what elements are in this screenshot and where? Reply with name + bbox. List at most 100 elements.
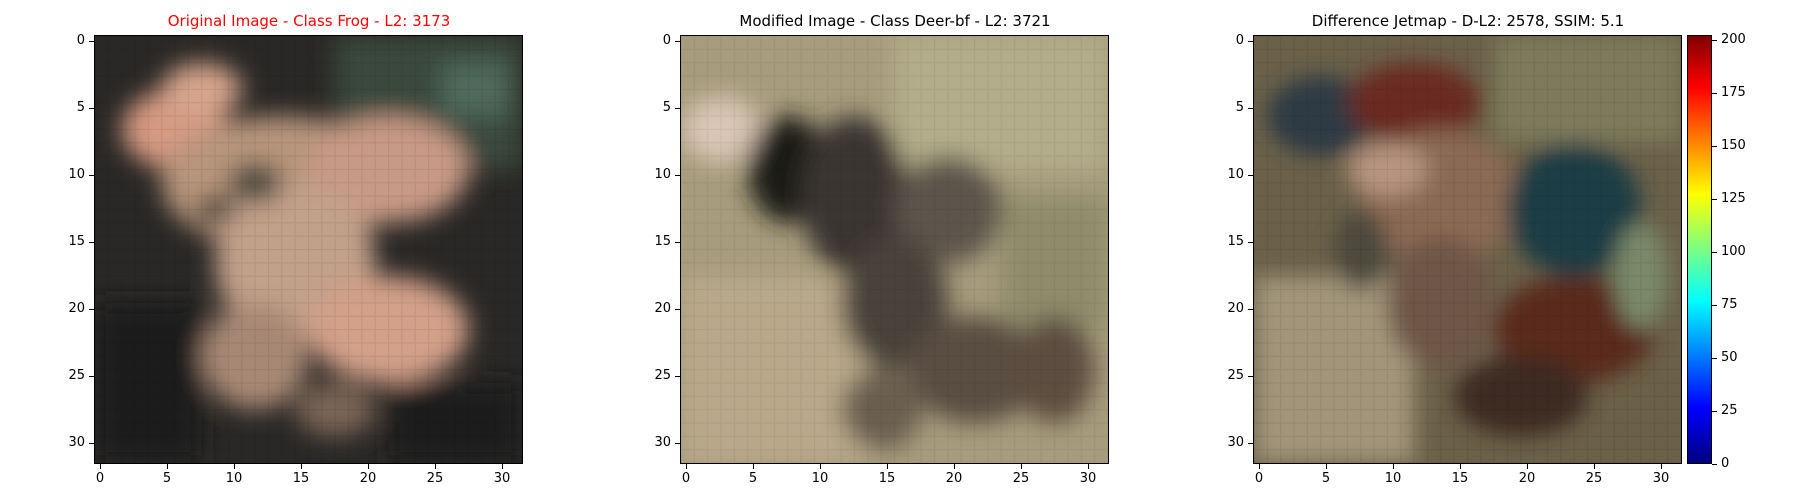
x-tick bbox=[1088, 464, 1089, 469]
colorbar-label: 150 bbox=[1721, 138, 1746, 153]
y-tick-label: 5 bbox=[76, 100, 85, 115]
y-tick bbox=[89, 242, 94, 243]
x-axis: 0 5 10 15 20 25 30 bbox=[680, 464, 1109, 494]
colorbar-label: 50 bbox=[1721, 350, 1738, 365]
y-tick bbox=[89, 108, 94, 109]
colorbar-tick bbox=[1712, 252, 1717, 253]
y-axis: 0 5 10 15 20 25 30 bbox=[64, 33, 94, 464]
colorbar-tick bbox=[1712, 199, 1717, 200]
x-axis: 0 5 10 15 20 25 30 bbox=[94, 464, 523, 494]
y-tick-label: 0 bbox=[76, 33, 85, 48]
y-tick bbox=[675, 443, 680, 444]
x-tick-label: 20 bbox=[945, 471, 963, 486]
colorbar-label: 200 bbox=[1721, 32, 1746, 47]
y-tick bbox=[1248, 175, 1253, 176]
x-tick-label: 5 bbox=[162, 471, 172, 486]
x-tick-label: 10 bbox=[225, 471, 243, 486]
y-tick bbox=[1248, 309, 1253, 310]
colorbar-tick bbox=[1712, 146, 1717, 147]
x-tick bbox=[1393, 464, 1394, 469]
y-tick-label: 30 bbox=[68, 435, 85, 450]
y-tick bbox=[1248, 443, 1253, 444]
x-tick-label: 0 bbox=[95, 471, 105, 486]
y-tick bbox=[675, 309, 680, 310]
image-difference-jetmap bbox=[1253, 35, 1682, 464]
x-tick bbox=[686, 464, 687, 469]
colorbar-tick bbox=[1712, 305, 1717, 306]
colorbar-tick bbox=[1712, 464, 1717, 465]
y-tick-label: 5 bbox=[1235, 100, 1244, 115]
x-tick bbox=[1594, 464, 1595, 469]
x-tick bbox=[502, 464, 503, 469]
y-tick-label: 20 bbox=[1227, 301, 1244, 316]
x-tick bbox=[1460, 464, 1461, 469]
y-tick bbox=[89, 376, 94, 377]
y-tick bbox=[675, 175, 680, 176]
x-tick-label: 25 bbox=[426, 471, 444, 486]
x-tick bbox=[753, 464, 754, 469]
x-tick bbox=[301, 464, 302, 469]
colorbar-label: 175 bbox=[1721, 85, 1746, 100]
y-tick-label: 15 bbox=[1227, 234, 1244, 249]
y-tick bbox=[675, 41, 680, 42]
colorbar-tick bbox=[1712, 93, 1717, 94]
y-tick bbox=[1248, 242, 1253, 243]
y-tick bbox=[89, 41, 94, 42]
x-tick bbox=[887, 464, 888, 469]
x-tick bbox=[100, 464, 101, 469]
y-axis: 0 5 10 15 20 25 30 bbox=[650, 34, 680, 464]
panel-difference: Difference Jetmap - D-L2: 2578, SSIM: 5.… bbox=[1227, 0, 1693, 500]
colorbar-tick bbox=[1712, 358, 1717, 359]
y-tick bbox=[89, 443, 94, 444]
x-tick-label: 0 bbox=[1254, 471, 1264, 486]
panel-title: Difference Jetmap - D-L2: 2578, SSIM: 5.… bbox=[1311, 12, 1625, 30]
y-tick bbox=[89, 175, 94, 176]
x-tick-label: 10 bbox=[811, 471, 829, 486]
x-tick bbox=[1326, 464, 1327, 469]
x-tick-label: 10 bbox=[1384, 471, 1402, 486]
colorbar-tick bbox=[1712, 411, 1717, 412]
y-tick-label: 30 bbox=[1227, 435, 1244, 450]
y-tick bbox=[675, 108, 680, 109]
colorbar bbox=[1687, 35, 1712, 464]
x-tick-label: 25 bbox=[1012, 471, 1030, 486]
x-tick-label: 30 bbox=[493, 471, 511, 486]
y-tick bbox=[1248, 41, 1253, 42]
x-tick bbox=[167, 464, 168, 469]
x-tick-label: 20 bbox=[359, 471, 377, 486]
x-tick-label: 5 bbox=[748, 471, 758, 486]
y-tick-label: 10 bbox=[1227, 167, 1244, 182]
x-tick bbox=[954, 464, 955, 469]
x-tick-label: 30 bbox=[1652, 471, 1670, 486]
x-axis: 0 5 10 15 20 25 30 bbox=[1253, 464, 1682, 494]
y-tick-label: 0 bbox=[1235, 33, 1244, 48]
x-tick-label: 15 bbox=[292, 471, 310, 486]
y-tick-label: 10 bbox=[68, 167, 85, 182]
x-tick-label: 15 bbox=[878, 471, 896, 486]
image-modified-deer bbox=[680, 35, 1109, 464]
x-tick bbox=[1527, 464, 1528, 469]
x-tick-label: 30 bbox=[1079, 471, 1097, 486]
y-tick bbox=[1248, 108, 1253, 109]
y-tick-label: 10 bbox=[654, 167, 671, 182]
x-tick-label: 25 bbox=[1585, 471, 1603, 486]
x-tick bbox=[1661, 464, 1662, 469]
y-tick-label: 15 bbox=[68, 234, 85, 249]
x-tick bbox=[234, 464, 235, 469]
panel-title: Original Image - Class Frog - L2: 3173 bbox=[167, 12, 451, 30]
x-tick bbox=[435, 464, 436, 469]
colorbar-label: 75 bbox=[1721, 297, 1738, 312]
y-axis: 0 5 10 15 20 25 30 bbox=[1223, 33, 1253, 464]
panel-title: Modified Image - Class Deer-bf - L2: 372… bbox=[739, 12, 1051, 30]
y-tick-label: 20 bbox=[68, 301, 85, 316]
y-tick-label: 30 bbox=[654, 435, 671, 450]
y-tick bbox=[89, 309, 94, 310]
colorbar-axis: 0 25 50 75 100 125 150 175 200 bbox=[1712, 32, 1772, 470]
y-tick-label: 25 bbox=[68, 368, 85, 383]
y-tick-label: 20 bbox=[654, 301, 671, 316]
x-tick-label: 15 bbox=[1451, 471, 1469, 486]
y-tick bbox=[1248, 376, 1253, 377]
panel-original: Original Image - Class Frog - L2: 3173 bbox=[68, 0, 534, 500]
x-tick bbox=[820, 464, 821, 469]
y-tick-label: 25 bbox=[654, 368, 671, 383]
